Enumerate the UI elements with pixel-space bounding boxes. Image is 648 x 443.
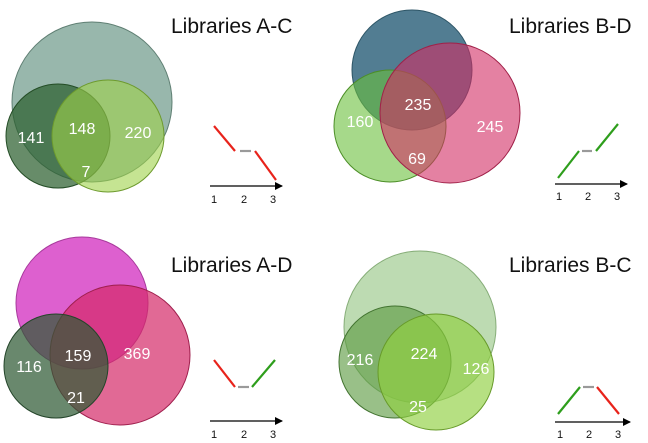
trend-segment-3 xyxy=(596,386,620,415)
trend-segment-1 xyxy=(213,359,236,388)
axis-tick-3: 3 xyxy=(614,191,620,203)
count-left: 160 xyxy=(347,114,374,131)
count-center: 148 xyxy=(69,121,96,138)
axis-tick-2: 2 xyxy=(585,191,591,203)
count-left: 216 xyxy=(347,352,374,369)
axis-tick-1: 1 xyxy=(557,429,563,441)
venn-set-right xyxy=(377,313,495,431)
axis-tick-3: 3 xyxy=(615,429,621,441)
count-bottom: 21 xyxy=(67,390,85,407)
count-center: 224 xyxy=(411,346,438,363)
panel-libraries-a-d: Libraries A-D 116 159 369 21 1 2 3 xyxy=(3,236,292,441)
count-bottom: 25 xyxy=(409,399,427,416)
axis-tick-2: 2 xyxy=(241,194,247,206)
count-right: 245 xyxy=(477,119,504,136)
venn-set-right xyxy=(51,79,165,193)
count-left: 116 xyxy=(16,359,42,376)
panel-title: Libraries B-C xyxy=(509,254,632,277)
panel-libraries-b-d: Libraries B-D 160 235 245 69 1 2 3 xyxy=(333,9,632,203)
axis-tick-2: 2 xyxy=(586,429,592,441)
panel-libraries-b-c: Libraries B-C 216 224 126 25 1 2 3 xyxy=(338,250,632,441)
trend-segment-3 xyxy=(251,359,276,388)
panel-title: Libraries A-C xyxy=(171,15,292,38)
count-bottom: 69 xyxy=(408,151,426,168)
trend-graphic: 1 2 3 xyxy=(210,359,283,441)
panel-libraries-a-c: Libraries A-C 141 148 220 7 1 2 3 xyxy=(5,15,292,206)
trend-graphic: 1 2 3 xyxy=(555,385,631,441)
trend-segment-1 xyxy=(557,150,580,179)
panel-title: Libraries A-D xyxy=(171,254,292,277)
count-left: 141 xyxy=(18,130,45,147)
count-center: 159 xyxy=(65,348,92,365)
axis-tick-1: 1 xyxy=(211,429,217,441)
trend-graphic: 1 2 3 xyxy=(210,125,283,206)
venn-circles xyxy=(5,21,173,193)
venn-circles xyxy=(333,9,521,184)
trend-segment-3 xyxy=(254,150,277,181)
venn-circles xyxy=(338,250,497,431)
count-right: 126 xyxy=(463,361,490,378)
venn-set-right xyxy=(379,42,521,184)
axis-tick-3: 3 xyxy=(270,194,276,206)
trend-graphic: 1 2 3 xyxy=(555,123,628,203)
axis-tick-1: 1 xyxy=(556,191,562,203)
venn-set-left xyxy=(3,313,109,419)
trend-segment-1 xyxy=(557,386,581,415)
axis-tick-3: 3 xyxy=(270,429,276,441)
axis-tick-1: 1 xyxy=(211,194,217,206)
panel-title: Libraries B-D xyxy=(509,15,632,38)
trend-segment-1 xyxy=(213,125,236,152)
count-right: 369 xyxy=(124,346,151,363)
count-center: 235 xyxy=(405,97,432,114)
venn-circles xyxy=(3,236,191,426)
axis-tick-2: 2 xyxy=(241,429,247,441)
trend-segment-3 xyxy=(595,123,619,152)
count-bottom: 7 xyxy=(82,164,91,181)
count-right: 220 xyxy=(125,125,152,142)
